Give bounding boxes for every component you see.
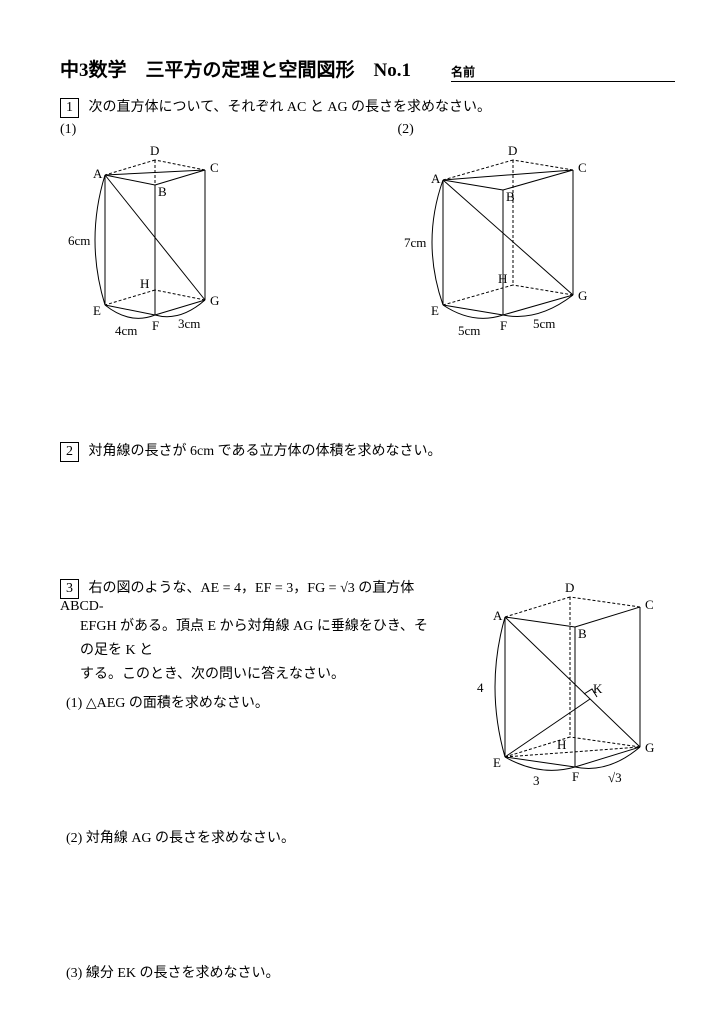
q1-sub2-label: (2)	[398, 122, 676, 138]
vertex-label: D	[508, 143, 517, 158]
q3-sub3: (3) 線分 EK の長さを求めなさい。	[60, 962, 435, 982]
dim-label: 4cm	[115, 323, 137, 338]
dim-label: √3	[608, 770, 622, 785]
vertex-label: F	[572, 769, 579, 784]
vertex-label: H	[498, 271, 507, 286]
vertex-label: B	[578, 626, 587, 641]
vertex-label: H	[557, 737, 566, 752]
vertex-label: G	[578, 288, 587, 303]
q1-sub2: (2)	[398, 122, 676, 355]
question-1: 1 次の直方体について、それぞれ AC と AG の長さを求めなさい。 (1)	[60, 96, 675, 355]
q1-figure-1: A B C D E F G H 6cm 4cm 3cm	[60, 140, 260, 350]
question-2: 2 対角線の長さが 6cm である立方体の体積を求めなさい。	[60, 440, 675, 462]
q1-sub1-label: (1)	[60, 122, 338, 138]
vertex-label: K	[593, 681, 603, 696]
vertex-label: D	[150, 143, 159, 158]
vertex-label: F	[152, 318, 159, 333]
dim-label: 6cm	[68, 233, 90, 248]
page: 中3数学 三平方の定理と空間図形 No.1 名前 1 次の直方体について、それぞ…	[0, 0, 725, 1022]
q1-figures-row: (1)	[60, 122, 675, 355]
vertex-label: A	[93, 166, 103, 181]
vertex-label: C	[210, 160, 219, 175]
vertex-label: F	[500, 318, 507, 333]
dim-label: 5cm	[458, 323, 480, 338]
dim-label: 4	[477, 680, 484, 695]
vertex-label: B	[158, 184, 167, 199]
vertex-label: C	[645, 597, 654, 612]
q3-number: 3	[60, 579, 79, 599]
vertex-label: A	[493, 608, 503, 623]
vertex-label: D	[565, 580, 574, 595]
q2-text: 対角線の長さが 6cm である立方体の体積を求めなさい。	[89, 444, 442, 459]
q3-text-line1: 右の図のような、AE = 4，EF = 3，FG = √3 の直方体 ABCD-	[60, 581, 414, 614]
question-3: 3 右の図のような、AE = 4，EF = 3，FG = √3 の直方体 ABC…	[60, 577, 675, 982]
q3-sub1: (1) △AEG の面積を求めなさい。	[60, 692, 435, 712]
vertex-label: A	[431, 171, 441, 186]
vertex-label: G	[210, 293, 219, 308]
dim-label: 5cm	[533, 316, 555, 331]
header: 中3数学 三平方の定理と空間図形 No.1 名前	[60, 55, 675, 82]
q3-figure-wrap: A B C D E F G H K 4 3 √3	[465, 577, 675, 982]
vertex-label: E	[431, 303, 439, 318]
dim-label: 7cm	[404, 235, 426, 250]
dim-label: 3	[533, 773, 540, 788]
vertex-label: E	[493, 755, 501, 770]
q1-number: 1	[60, 98, 79, 118]
vertex-label: C	[578, 160, 587, 175]
q2-number: 2	[60, 442, 79, 462]
vertex-label: E	[93, 303, 101, 318]
vertex-label: G	[645, 740, 654, 755]
q3-text-line2: EFGH がある。頂点 E から対角線 AG に垂線をひき、その足を K と	[80, 619, 428, 658]
vertex-label: H	[140, 276, 149, 291]
q1-text: 次の直方体について、それぞれ AC と AG の長さを求めなさい。	[89, 100, 492, 115]
q1-sub1: (1)	[60, 122, 338, 355]
page-title: 中3数学 三平方の定理と空間図形 No.1	[60, 55, 411, 82]
q3-figure: A B C D E F G H K 4 3 √3	[465, 577, 675, 797]
q3-sub2: (2) 対角線 AG の長さを求めなさい。	[60, 827, 435, 847]
name-field-label: 名前	[451, 63, 675, 82]
q3-text-line3: する。このとき、次の問いに答えなさい。	[80, 667, 345, 682]
dim-label: 3cm	[178, 316, 200, 331]
vertex-label: B	[506, 189, 515, 204]
q1-figure-2: A B C D E F G H 7cm 5cm 5cm	[398, 140, 628, 350]
